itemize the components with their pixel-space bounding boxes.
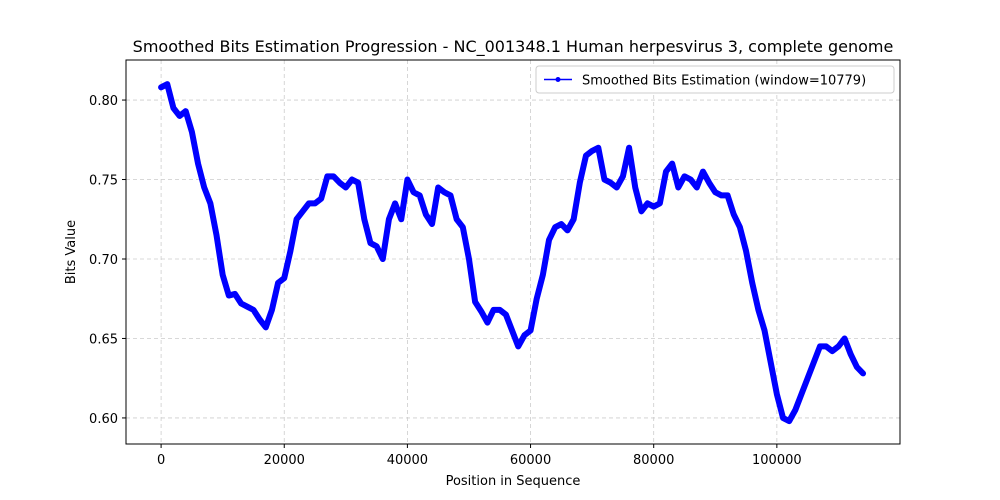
legend-marker <box>555 77 561 82</box>
y-tick-label: 0.75 <box>89 174 118 189</box>
legend-label: Smoothed Bits Estimation (window=10779) <box>582 74 866 89</box>
y-tick-label: 0.70 <box>89 253 118 268</box>
legend-box <box>535 65 895 94</box>
axes-frame <box>125 59 901 445</box>
chart-title: Smoothed Bits Estimation Progression - N… <box>133 37 894 57</box>
y-tick-label: 0.65 <box>89 332 118 347</box>
y-tick-label: 0.60 <box>89 412 118 427</box>
x-tick-label: 60000 <box>510 453 551 468</box>
y-tick-label: 0.80 <box>89 94 118 109</box>
x-tick-label: 40000 <box>387 453 428 468</box>
data-line <box>158 81 867 425</box>
x-tick-label: 0 <box>157 453 165 468</box>
x-tick-label: 80000 <box>633 453 674 468</box>
y-axis-label: Bits Value <box>64 220 79 284</box>
x-tick-label: 20000 <box>264 453 305 468</box>
x-axis-label: Position in Sequence <box>446 474 581 489</box>
x-tick-label: 100000 <box>752 453 802 468</box>
